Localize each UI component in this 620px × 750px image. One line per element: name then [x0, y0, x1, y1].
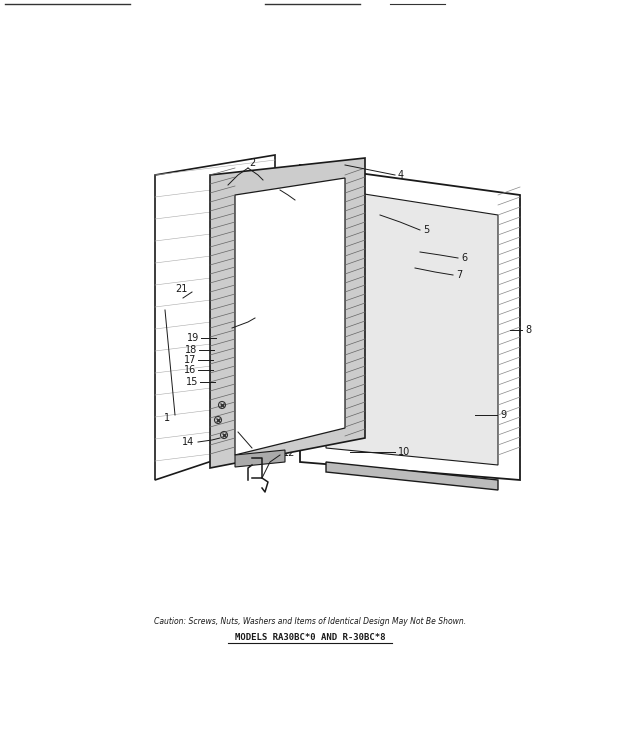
Text: 16: 16 — [184, 365, 196, 375]
Polygon shape — [300, 165, 520, 480]
Text: 18: 18 — [185, 345, 197, 355]
Polygon shape — [326, 462, 498, 490]
Text: 12: 12 — [283, 448, 295, 458]
Text: 21: 21 — [175, 284, 188, 294]
Text: 7: 7 — [456, 270, 463, 280]
Polygon shape — [155, 155, 275, 480]
Polygon shape — [326, 188, 498, 465]
Text: 4: 4 — [398, 170, 404, 180]
Polygon shape — [235, 450, 285, 467]
Text: 8: 8 — [525, 325, 531, 335]
Text: 14: 14 — [182, 437, 194, 447]
Text: Caution: Screws, Nuts, Washers and Items of Identical Design May Not Be Shown.: Caution: Screws, Nuts, Washers and Items… — [154, 617, 466, 626]
Text: 17: 17 — [184, 355, 196, 365]
Text: 19: 19 — [187, 333, 199, 343]
Text: 10: 10 — [398, 447, 410, 457]
Text: 5: 5 — [423, 225, 429, 235]
Text: 2: 2 — [249, 158, 255, 168]
Text: 13: 13 — [222, 425, 234, 435]
Text: 20: 20 — [218, 320, 230, 330]
Polygon shape — [235, 178, 345, 455]
Text: 3: 3 — [298, 195, 304, 205]
Polygon shape — [210, 158, 365, 468]
Text: 9: 9 — [500, 410, 506, 420]
Text: 6: 6 — [461, 253, 467, 263]
Text: 1: 1 — [164, 413, 170, 423]
Text: 15: 15 — [185, 377, 198, 387]
Text: MODELS RA30BC*0 AND R-30BC*8: MODELS RA30BC*0 AND R-30BC*8 — [235, 634, 385, 643]
